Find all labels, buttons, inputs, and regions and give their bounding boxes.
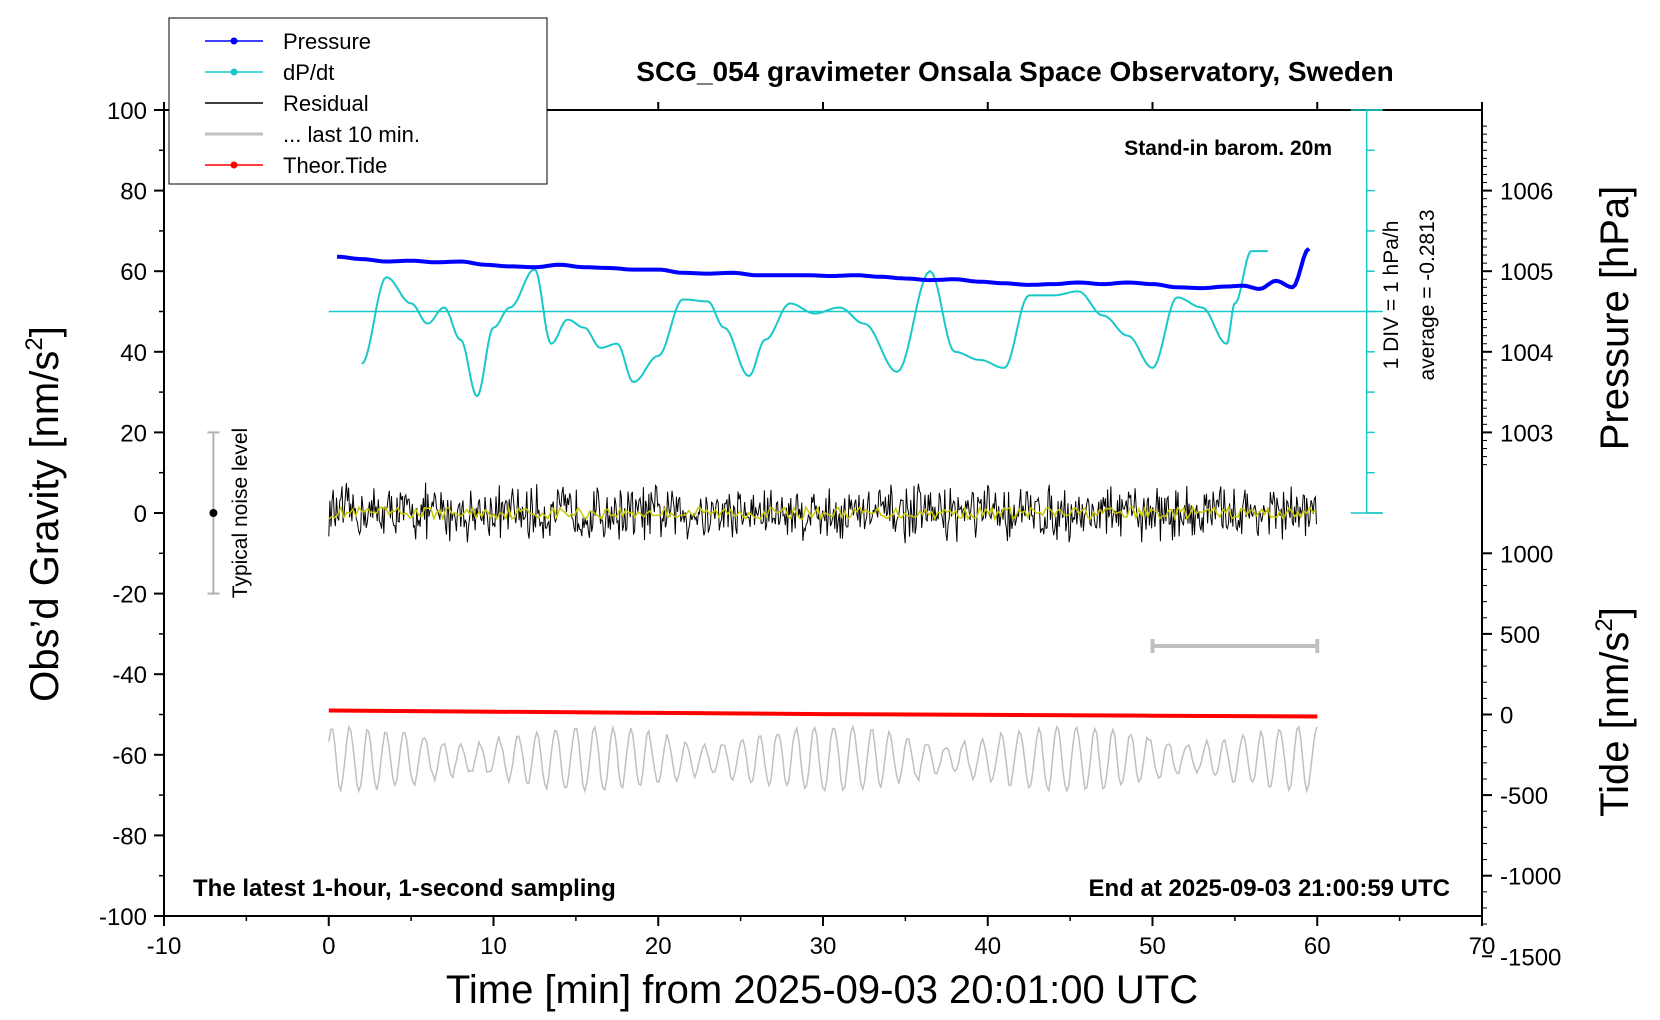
x-tick-label: 60 <box>1304 933 1331 960</box>
chart-title: SCG_054 gravimeter Onsala Space Observat… <box>636 56 1393 87</box>
stand-in-barometer-note: Stand-in barom. 20m <box>1124 137 1332 160</box>
noise-bar-center <box>209 509 218 517</box>
y-tick-label: 0 <box>134 501 147 528</box>
tide-tick-label: -1500 <box>1500 944 1561 971</box>
x-tick-label: 0 <box>322 933 335 960</box>
x-tick-label: 20 <box>645 933 672 960</box>
y-tick-label: -100 <box>99 904 147 931</box>
pressure-axis: 1003 1004 1005 1006 <box>1482 125 1553 466</box>
legend-marker <box>230 161 238 169</box>
tide-tick-label: 500 <box>1500 622 1540 649</box>
tide-tick-label: 0 <box>1500 703 1513 730</box>
y-tick-label: 40 <box>120 340 147 367</box>
residual-line <box>328 482 1317 544</box>
legend-label: Pressure <box>283 29 371 54</box>
y-tick-label: 60 <box>120 259 147 286</box>
x-tick-label: 40 <box>974 933 1001 960</box>
series-layer <box>207 109 1383 794</box>
end-time-note: End at 2025-09-03 21:00:59 UTC <box>1089 875 1451 902</box>
y-axis-title-tide-end: ] <box>1593 607 1637 618</box>
y-tick-label: -60 <box>112 743 147 770</box>
y-axis-title-tide-sup: 2 <box>1591 618 1618 631</box>
pressure-line <box>336 247 1311 291</box>
x-tick-label: -10 <box>147 933 182 960</box>
y-axis-title-left: Obs’d Gravity [nm/s2] <box>21 326 67 702</box>
legend-label: dP/dt <box>283 60 334 85</box>
y-axis-title-left-main: Obs’d Gravity [nm/s <box>23 351 67 702</box>
legend-label: Theor.Tide <box>283 153 387 178</box>
y-tick-label: 80 <box>120 179 147 206</box>
y-axis-title-left-sup: 2 <box>21 337 48 350</box>
pressure-tick-label: 1003 <box>1500 420 1553 447</box>
x-tick-label: 50 <box>1139 933 1166 960</box>
tide-axis: 1000 500 0 -500 -1000 -1500 <box>1482 541 1561 971</box>
y-axis-title-pressure: Pressure [hPa] <box>1593 186 1637 451</box>
tide-tick-label: -500 <box>1500 783 1548 810</box>
y-tick-label: -80 <box>112 823 147 850</box>
legend-label: ... last 10 min. <box>283 122 420 147</box>
pressure-tick-label: 1006 <box>1500 179 1553 206</box>
last-10-min-line <box>328 724 1318 794</box>
legend: Pressure dP/dt Residual ... last 10 min. The… <box>168 17 548 185</box>
dpdt-line <box>361 250 1268 398</box>
legend-box <box>168 17 548 185</box>
y-axis-title-tide-main: Tide [nm/s <box>1593 632 1637 817</box>
noise-level-label: Typical noise level <box>229 428 252 598</box>
x-axis-title: Time [min] from 2025-09-03 20:01:00 UTC <box>446 968 1198 1012</box>
sampling-note: The latest 1-hour, 1-second sampling <box>193 875 616 902</box>
div-scale-note: 1 DIV = 1 hPa/h <box>1380 221 1403 370</box>
legend-marker <box>230 68 238 76</box>
y-tick-label: -40 <box>112 662 147 689</box>
legend-marker <box>230 37 238 45</box>
tide-tick-label: 1000 <box>1500 541 1553 568</box>
y-axis-title-tide: Tide [nm/s2] <box>1591 607 1637 817</box>
pressure-tick-label: 1004 <box>1500 340 1553 367</box>
tide-tick-label: -1000 <box>1500 864 1561 891</box>
x-tick-label: 10 <box>480 933 507 960</box>
y-tick-label: 20 <box>120 420 147 447</box>
axis-ticks: -10 0 10 20 30 40 50 60 70100806040200-20-40-60-… <box>99 98 1495 960</box>
residual-smoothed-line <box>328 504 1317 522</box>
average-note: average = -0.2813 <box>1416 209 1439 380</box>
y-tick-label: 100 <box>107 98 147 125</box>
y-axis-title-left-end: ] <box>23 326 67 337</box>
x-tick-label: 30 <box>810 933 837 960</box>
y-tick-label: -20 <box>112 582 147 609</box>
legend-label: Residual <box>283 91 369 116</box>
theoretical-tide-line <box>328 708 1318 719</box>
pressure-tick-label: 1005 <box>1500 259 1553 286</box>
legend-entries: Pressure dP/dt Residual ... last 10 min. The… <box>205 29 420 178</box>
